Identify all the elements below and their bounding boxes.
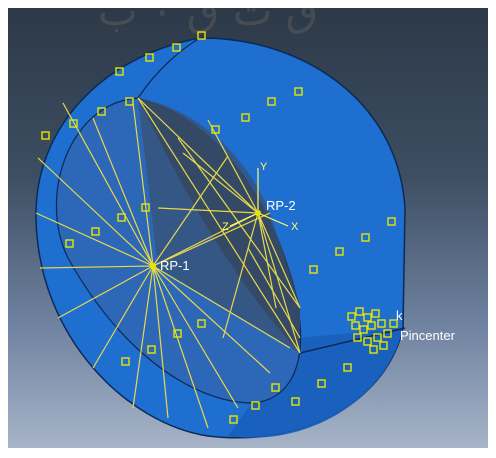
cylinder-right-shade <box>228 328 403 438</box>
front-face-spokes <box>35 102 291 429</box>
cavity-mesh-lines <box>137 97 301 354</box>
reference-point-rp1[interactable]: RP-1 <box>150 258 190 273</box>
top-window-strip <box>0 0 496 8</box>
coordinate-triad: Y X Z <box>222 161 299 233</box>
pincenter-label: Pincenter <box>400 328 456 343</box>
model-canvas[interactable]: Y X Z RP-1 RP-2 <box>8 8 488 448</box>
axis-x-label: X <box>291 221 299 233</box>
overlay-title-fragment: ق ت ق ٠ ب <box>98 8 319 35</box>
pincenter-node-cluster[interactable] <box>347 307 398 354</box>
partial-label: k <box>396 308 403 323</box>
axis-z-label: Z <box>222 221 229 233</box>
3d-viewport[interactable]: ق ت ق ٠ ب <box>8 8 488 448</box>
rp1-label: RP-1 <box>160 258 190 273</box>
rp2-label: RP-2 <box>266 198 296 213</box>
cylinder-inner-edge <box>299 327 406 354</box>
node-markers <box>41 31 396 424</box>
reference-point-rp2[interactable]: RP-2 <box>255 198 296 216</box>
axis-y-label: Y <box>260 161 268 173</box>
cylinder-top-edge <box>137 37 201 99</box>
